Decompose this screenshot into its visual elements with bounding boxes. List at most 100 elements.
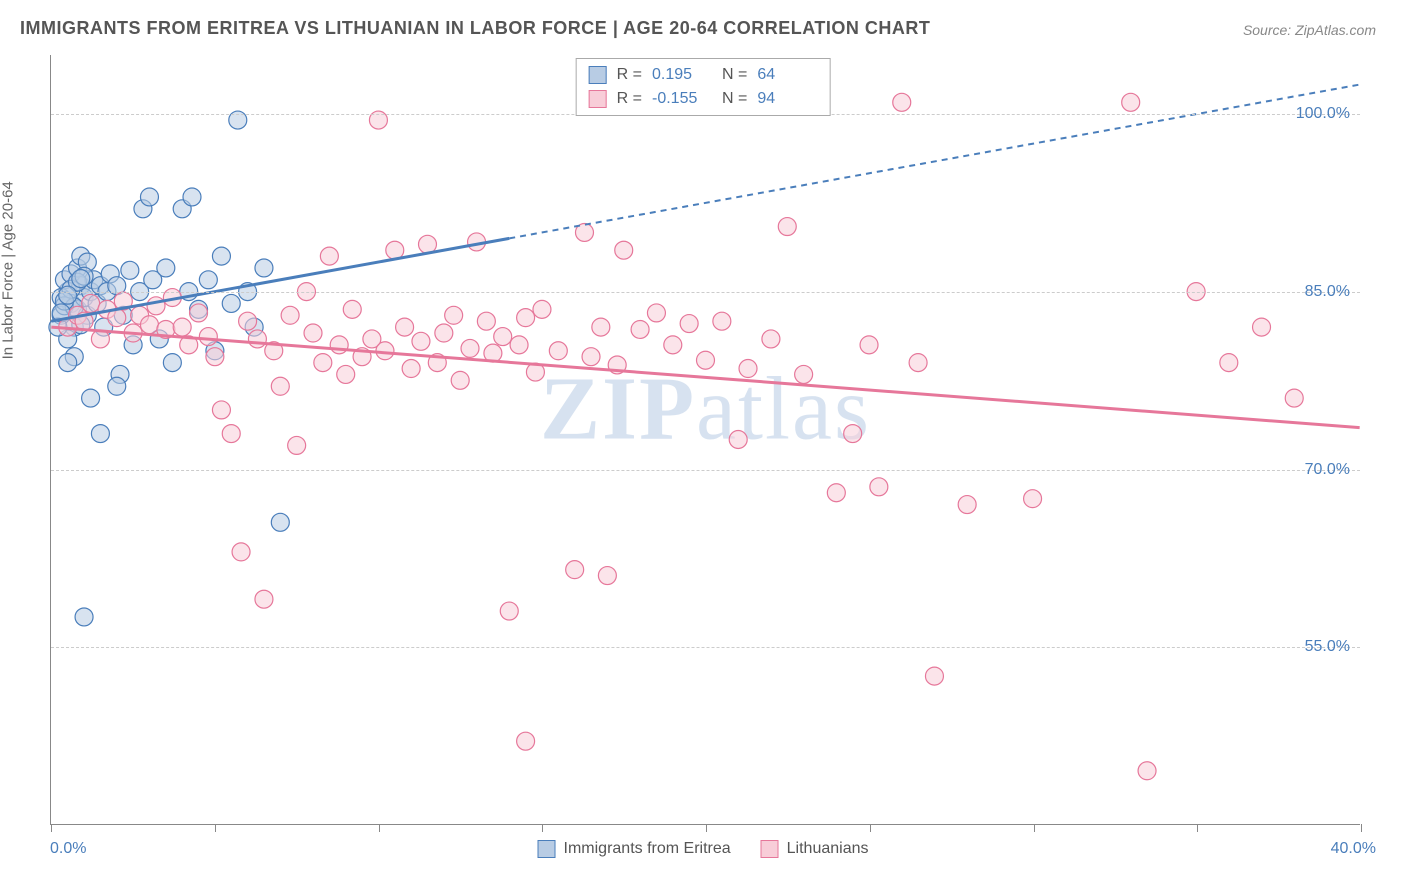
scatter-point-lithuanians <box>190 304 208 322</box>
x-tick <box>51 824 52 832</box>
scatter-point-lithuanians <box>402 360 420 378</box>
legend-label: Immigrants from Eritrea <box>564 840 731 858</box>
scatter-point-lithuanians <box>517 309 535 327</box>
scatter-point-lithuanians <box>598 567 616 585</box>
scatter-point-lithuanians <box>827 484 845 502</box>
scatter-point-eritrea <box>75 608 93 626</box>
stat-n-label: N = <box>722 63 747 87</box>
scatter-point-lithuanians <box>1220 354 1238 372</box>
scatter-point-lithuanians <box>281 306 299 324</box>
scatter-point-lithuanians <box>517 732 535 750</box>
stats-legend-box: R = 0.195 N = 64 R = -0.155 N = 94 <box>576 58 831 116</box>
scatter-point-lithuanians <box>337 365 355 383</box>
legend-swatch <box>589 66 607 84</box>
scatter-point-eritrea <box>59 286 77 304</box>
scatter-point-lithuanians <box>631 320 649 338</box>
x-tick <box>1361 824 1362 832</box>
scatter-point-lithuanians <box>909 354 927 372</box>
legend-swatch <box>589 90 607 108</box>
scatter-point-eritrea <box>255 259 273 277</box>
gridline-h <box>51 647 1360 648</box>
scatter-point-eritrea <box>183 188 201 206</box>
legend-label: Lithuanians <box>787 840 869 858</box>
stats-row: R = 0.195 N = 64 <box>589 63 818 87</box>
scatter-point-lithuanians <box>958 496 976 514</box>
x-tick <box>870 824 871 832</box>
scatter-point-lithuanians <box>445 306 463 324</box>
scatter-point-lithuanians <box>271 377 289 395</box>
scatter-point-lithuanians <box>451 371 469 389</box>
scatter-point-lithuanians <box>1138 762 1156 780</box>
scatter-point-eritrea <box>222 294 240 312</box>
x-tick <box>379 824 380 832</box>
scatter-point-lithuanians <box>925 667 943 685</box>
scatter-point-lithuanians <box>739 360 757 378</box>
scatter-point-lithuanians <box>494 328 512 346</box>
scatter-point-lithuanians <box>140 316 158 334</box>
scatter-point-lithuanians <box>1285 389 1303 407</box>
scatter-point-lithuanians <box>893 93 911 111</box>
y-axis-title: In Labor Force | Age 20-64 <box>0 181 17 359</box>
scatter-point-lithuanians <box>778 218 796 236</box>
gridline-h <box>51 292 1360 293</box>
scatter-point-lithuanians <box>206 348 224 366</box>
scatter-point-lithuanians <box>647 304 665 322</box>
scatter-point-lithuanians <box>582 348 600 366</box>
scatter-point-lithuanians <box>697 351 715 369</box>
scatter-point-lithuanians <box>232 543 250 561</box>
trendline-lithuanians <box>51 327 1359 428</box>
scatter-point-eritrea <box>157 259 175 277</box>
scatter-point-lithuanians <box>320 247 338 265</box>
scatter-point-lithuanians <box>239 312 257 330</box>
source-attribution: Source: ZipAtlas.com <box>1243 22 1376 38</box>
scatter-point-lithuanians <box>147 297 165 315</box>
y-tick-label: 85.0% <box>1305 283 1350 301</box>
scatter-point-lithuanians <box>566 561 584 579</box>
scatter-point-lithuanians <box>549 342 567 360</box>
scatter-point-eritrea <box>163 354 181 372</box>
x-tick <box>1197 824 1198 832</box>
scatter-point-lithuanians <box>1024 490 1042 508</box>
stat-n-value: 94 <box>757 87 817 111</box>
scatter-point-eritrea <box>271 513 289 531</box>
scatter-point-lithuanians <box>435 324 453 342</box>
legend-item: Lithuanians <box>761 840 869 858</box>
scatter-point-lithuanians <box>762 330 780 348</box>
chart-title: IMMIGRANTS FROM ERITREA VS LITHUANIAN IN… <box>20 18 930 39</box>
stat-n-label: N = <box>722 87 747 111</box>
scatter-point-lithuanians <box>412 332 430 350</box>
stat-r-value: 0.195 <box>652 63 712 87</box>
scatter-point-lithuanians <box>500 602 518 620</box>
y-tick-label: 100.0% <box>1296 105 1350 123</box>
scatter-point-lithuanians <box>860 336 878 354</box>
x-tick <box>542 824 543 832</box>
x-tick <box>1034 824 1035 832</box>
scatter-point-eritrea <box>199 271 217 289</box>
scatter-point-lithuanians <box>477 312 495 330</box>
plot-area: ZIPatlas 55.0%70.0%85.0%100.0% <box>50 55 1360 825</box>
scatter-point-lithuanians <box>212 401 230 419</box>
scatter-point-lithuanians <box>173 318 191 336</box>
scatter-point-lithuanians <box>255 590 273 608</box>
scatter-point-lithuanians <box>592 318 610 336</box>
scatter-point-eritrea <box>72 270 90 288</box>
scatter-point-lithuanians <box>1122 93 1140 111</box>
scatter-point-lithuanians <box>343 300 361 318</box>
scatter-point-eritrea <box>121 261 139 279</box>
stat-r-value: -0.155 <box>652 87 712 111</box>
stat-r-label: R = <box>617 63 642 87</box>
y-tick-label: 70.0% <box>1305 461 1350 479</box>
scatter-point-lithuanians <box>680 315 698 333</box>
scatter-point-lithuanians <box>314 354 332 372</box>
stat-r-label: R = <box>617 87 642 111</box>
scatter-point-eritrea <box>108 377 126 395</box>
scatter-point-eritrea <box>59 354 77 372</box>
scatter-point-lithuanians <box>222 425 240 443</box>
scatter-point-lithuanians <box>713 312 731 330</box>
scatter-point-lithuanians <box>615 241 633 259</box>
scatter-point-eritrea <box>140 188 158 206</box>
scatter-point-lithuanians <box>664 336 682 354</box>
stat-n-value: 64 <box>757 63 817 87</box>
scatter-point-lithuanians <box>396 318 414 336</box>
scatter-point-lithuanians <box>795 365 813 383</box>
